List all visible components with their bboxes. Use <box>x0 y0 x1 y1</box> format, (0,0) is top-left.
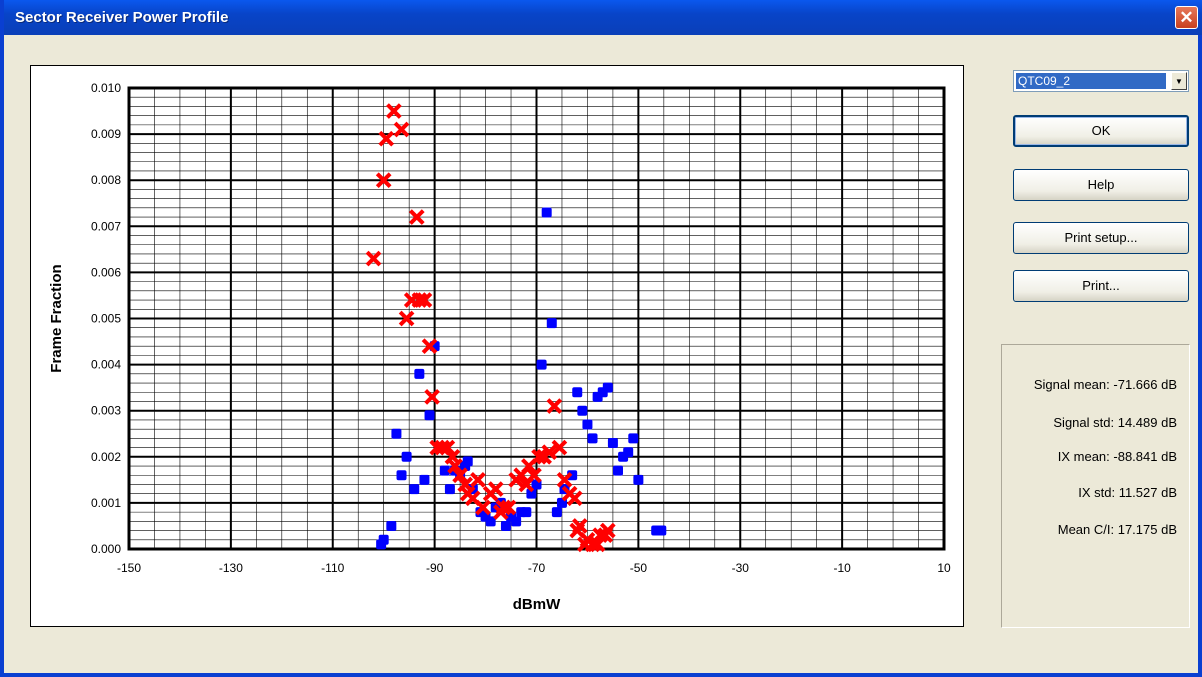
data-point-red <box>365 250 382 267</box>
data-point-blue <box>396 470 407 481</box>
stat-signal-std: Signal std: 14.489 dB <box>1053 415 1177 430</box>
x-axis-label: dBmW <box>513 596 561 613</box>
data-point-blue <box>582 419 593 430</box>
data-point-blue <box>613 465 623 476</box>
data-point-blue <box>378 534 389 545</box>
y-tick-label: 0.004 <box>91 358 121 372</box>
data-point-blue <box>386 520 397 531</box>
data-point-red <box>386 103 402 119</box>
stat-mean-ci: Mean C/I: 17.175 dB <box>1057 522 1177 537</box>
y-tick-label: 0.005 <box>91 312 121 326</box>
data-point-red <box>551 439 568 456</box>
y-axis-label: Frame Fraction <box>48 264 65 372</box>
data-point-red <box>452 467 468 484</box>
x-tick-label: -90 <box>426 561 444 575</box>
y-tick-label: 0.001 <box>91 496 121 510</box>
data-point-red <box>447 458 463 474</box>
data-point-blue <box>602 382 613 393</box>
data-point-blue <box>633 474 644 485</box>
y-tick-label: 0.010 <box>91 81 121 95</box>
y-tick-label: 0.008 <box>91 173 121 187</box>
data-point-red <box>416 292 433 308</box>
data-point-red <box>393 121 410 138</box>
data-point-blue <box>419 474 430 485</box>
ok-button[interactable]: OK <box>1013 115 1189 147</box>
chevron-down-icon[interactable]: ▼ <box>1171 72 1187 90</box>
y-tick-label: 0.000 <box>91 542 121 556</box>
data-point-blue <box>500 520 511 531</box>
data-point-red <box>421 338 438 354</box>
data-point-blue <box>526 488 537 499</box>
print-button[interactable]: Print... <box>1013 270 1189 302</box>
data-point-red <box>571 518 588 534</box>
data-point-blue <box>623 447 634 458</box>
data-point-blue <box>409 484 420 495</box>
data-point-blue <box>511 516 522 527</box>
data-point-red <box>408 209 425 225</box>
data-point-red <box>541 444 558 461</box>
x-tick-label: -130 <box>219 561 243 575</box>
data-point-red <box>556 472 573 488</box>
data-point-blue <box>424 410 435 421</box>
data-point-red <box>398 310 415 327</box>
data-point-blue <box>521 507 532 518</box>
close-button[interactable]: ✕ <box>1175 6 1198 29</box>
data-point-blue <box>439 465 450 476</box>
data-point-blue <box>546 318 557 329</box>
y-tick-label: 0.002 <box>91 450 121 464</box>
x-tick-label: -150 <box>117 561 141 575</box>
data-point-blue <box>444 484 455 495</box>
data-point-blue <box>607 437 618 448</box>
data-point-red <box>375 172 392 189</box>
data-point-blue <box>462 456 473 467</box>
data-point-blue <box>572 387 583 398</box>
data-point-red <box>439 439 456 456</box>
chart-panel: -150 -130 -110 -90 -70 -50 -30 -10 10 0.000 0.001 0… <box>30 65 964 627</box>
data-point-blue <box>541 207 552 218</box>
y-tick-label: 0.009 <box>91 127 121 141</box>
y-tick-label: 0.003 <box>91 404 121 418</box>
x-tick-label: -50 <box>630 561 648 575</box>
data-point-blue <box>628 433 639 444</box>
x-tick-label: -10 <box>833 561 851 575</box>
data-point-blue <box>656 525 667 536</box>
data-point-blue <box>391 428 402 439</box>
plot-border <box>127 86 946 551</box>
x-tick-label: 10 <box>937 561 951 575</box>
data-point-red <box>566 490 583 507</box>
help-button[interactable]: Help <box>1013 169 1189 201</box>
x-tick-label: -70 <box>528 561 546 575</box>
data-point-blue <box>485 516 496 527</box>
sector-select-value: QTC09_2 <box>1016 73 1166 89</box>
title-bar[interactable]: Sector Receiver Power Profile ✕ <box>4 0 1202 35</box>
data-point-red <box>599 522 616 539</box>
window-title: Sector Receiver Power Profile <box>15 9 229 26</box>
stat-ix-mean: IX mean: -88.841 dB <box>1057 449 1177 464</box>
data-point-blue <box>401 451 412 462</box>
data-point-red <box>487 481 504 497</box>
print-setup-button[interactable]: Print setup... <box>1013 222 1189 254</box>
data-point-red <box>475 499 491 516</box>
data-point-blue <box>536 359 547 370</box>
data-point-red <box>526 467 542 484</box>
stat-ix-std: IX std: 11.527 dB <box>1078 485 1177 500</box>
data-point-blue <box>414 368 425 379</box>
data-point-red <box>424 389 440 405</box>
data-point-red <box>500 499 517 516</box>
data-point-blue <box>587 433 598 444</box>
y-tick-label: 0.007 <box>91 219 121 233</box>
sector-select[interactable]: QTC09_2 ▼ <box>1013 70 1189 92</box>
y-tick-label: 0.006 <box>91 265 121 279</box>
scatter-chart: -150 -130 -110 -90 -70 -50 -30 -10 10 0.000 0.001 0… <box>48 81 951 613</box>
x-tick-label: -110 <box>321 561 344 575</box>
data-point-blue <box>551 507 562 518</box>
data-point-red <box>546 398 563 414</box>
x-tick-label: -30 <box>732 561 750 575</box>
stats-panel: Signal mean: -71.666 dB Signal std: 14.4… <box>1001 344 1190 628</box>
data-point-blue <box>577 405 588 416</box>
stat-signal-mean: Signal mean: -71.666 dB <box>1033 377 1177 392</box>
data-point-red <box>470 472 486 488</box>
data-point-red <box>378 130 395 147</box>
